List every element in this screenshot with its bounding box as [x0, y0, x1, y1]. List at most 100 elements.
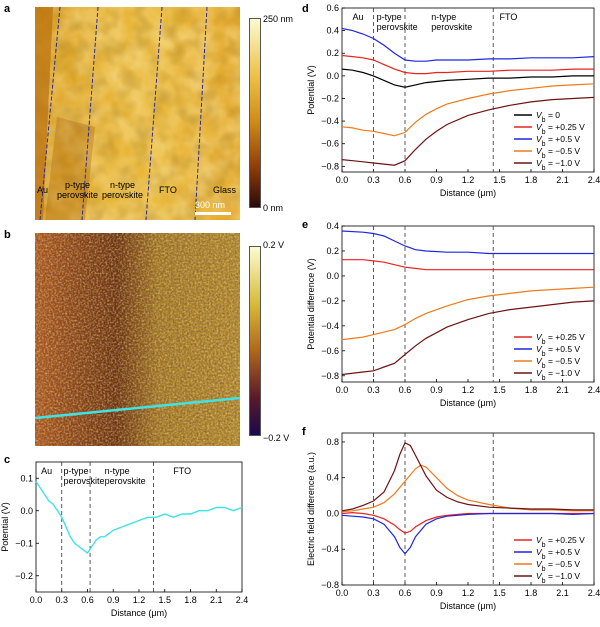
y-tick-label: −0.8 [321, 580, 339, 590]
y-tick-label: −0.2 [321, 296, 339, 306]
panel-letter-d: d [302, 3, 309, 15]
panel-letter-c: c [4, 454, 11, 466]
x-tick-label: 0.9 [107, 595, 120, 605]
x-tick-label: 2.1 [556, 175, 569, 185]
legend-entry: Vb = −0.5 V [536, 356, 580, 370]
y-tick-label: 0.1 [20, 473, 33, 483]
y-tick-label: 0.2 [326, 48, 339, 58]
region-label: FTO [173, 466, 191, 476]
x-tick-label: 1.2 [462, 175, 475, 185]
y-axis-label: Potential (V) [306, 65, 316, 115]
series-line-1 [341, 512, 595, 555]
x-tick-label: 0.3 [367, 588, 380, 598]
y-tick-label: −0.4 [321, 544, 339, 554]
region-label: FTO [500, 12, 518, 22]
series-line-0 [341, 68, 594, 88]
y-tick-label: 0.0 [326, 71, 339, 81]
potential-colorbar [249, 246, 261, 436]
y-tick-label: −0.6 [321, 346, 339, 356]
x-tick-label: 2.1 [210, 595, 223, 605]
x-tick-label: 2.4 [588, 175, 600, 185]
series-line-0 [341, 511, 594, 534]
x-tick-label: 1.2 [462, 385, 475, 395]
panel-letter-a: a [4, 3, 11, 15]
x-tick-label: 1.5 [493, 175, 506, 185]
kpfm-potential-image [35, 233, 240, 446]
x-tick-label: 0.3 [367, 385, 380, 395]
chart-c-root: 0.0 0.3 0.6 0.9 1.2 1.5 1.8 2.1 2.4 0.1 0.0 −0.1 −0.… [0, 461, 249, 618]
region-label: n-type perovskite [431, 12, 472, 32]
x-tick-label: 2.4 [236, 595, 249, 605]
x-tick-label: 0.9 [430, 175, 443, 185]
y-axis-label: Potential difference (V) [306, 258, 316, 349]
x-tick-label: 2.1 [556, 588, 569, 598]
x-axis-label: Distance (μm) [440, 601, 496, 611]
legend-entry: Vb = +0.5 V [536, 344, 580, 358]
x-axis-label: Distance (μm) [440, 188, 496, 198]
series-line-2 [341, 27, 595, 62]
afm-label-n-type: n-type perovskite [102, 180, 144, 200]
x-tick-label: 0.3 [367, 175, 380, 185]
chart-d-root: 0.0 0.3 0.6 0.9 1.2 1.5 1.8 2.1 2.4 0.6 0.4 0.2 0.0 −… [306, 3, 600, 198]
x-tick-label: 2.4 [588, 385, 600, 395]
panel-letter-f: f [302, 426, 306, 438]
chart-e-potential-difference: 0.0 0.3 0.6 0.9 1.2 1.5 1.8 2.1 2.4 0.4 0.2 0.0 −0.2… [306, 221, 600, 408]
x-tick-label: 0.9 [430, 385, 443, 395]
afm-label-p-type: p-type perovskite [57, 180, 99, 200]
x-axis-label: Distance (μm) [440, 398, 496, 408]
region-label: Au [353, 12, 364, 22]
y-tick-label: −0.2 [15, 571, 33, 581]
kpfm-potential-svg [35, 233, 240, 446]
chart-e-root: 0.0 0.3 0.6 0.9 1.2 1.5 1.8 2.1 2.4 0.4 0.2 0.0 −0.2… [306, 221, 600, 408]
legend-entry: Vb = −0.5 V [536, 146, 580, 160]
legend-entry: Vb = +0.5 V [536, 134, 580, 148]
series-line-1 [341, 230, 594, 255]
x-axis-label: Distance (μm) [111, 608, 167, 618]
y-axis-label: Potential (V) [0, 502, 10, 552]
scale-bar [195, 212, 231, 215]
series-line-4 [341, 96, 595, 166]
panel-letter-e: e [302, 219, 309, 231]
y-tick-label: −0.8 [321, 161, 339, 171]
region-label: n-type perovskite [105, 466, 146, 486]
series-line-0 [35, 481, 243, 555]
x-tick-label: 0.0 [336, 588, 349, 598]
afm-label-au: Au [37, 185, 49, 195]
region-label: p-type perovskite [377, 12, 418, 32]
x-tick-label: 0.6 [399, 588, 412, 598]
topography-colorbar-min: 0 nm [263, 203, 284, 213]
legend: Vb = +0.25 VVb = +0.5 VVb = −0.5 VVb = −… [514, 535, 585, 585]
y-tick-label: −0.4 [321, 321, 339, 331]
series-line-2 [341, 464, 594, 513]
afm-topography-image: Au p-type perovskite n-type perovskite F… [35, 7, 240, 220]
y-tick-label: −0.6 [321, 139, 339, 149]
y-tick-label: −0.1 [15, 538, 33, 548]
series-line-1 [341, 54, 594, 75]
y-axis-label: Electric field difference (a.u.) [306, 452, 316, 566]
panel-letter-b: b [4, 229, 11, 241]
topography-colorbar [249, 18, 261, 208]
x-tick-label: 0.6 [399, 385, 412, 395]
y-tick-label: 0.0 [326, 508, 339, 518]
x-tick-label: 0.6 [81, 595, 94, 605]
series-line-3 [341, 441, 594, 512]
series-line-3 [341, 300, 595, 376]
y-tick-label: 0.4 [326, 26, 339, 36]
x-tick-label: 1.2 [462, 588, 475, 598]
y-tick-label: 0.4 [326, 473, 339, 483]
x-tick-label: 1.8 [525, 588, 538, 598]
topography-colorbar-max: 250 nm [263, 14, 294, 24]
y-tick-label: 0.8 [326, 437, 339, 447]
legend-entry: Vb = −1.0 V [536, 158, 580, 172]
potential-colorbar-min: −0.2 V [263, 433, 290, 443]
afm-label-glass: Glass [213, 185, 237, 195]
x-tick-label: 1.5 [493, 588, 506, 598]
legend-entry: Vb = +0.5 V [536, 547, 580, 561]
legend-entry: Vb = +0.25 V [536, 122, 585, 136]
region-label: Au [41, 466, 52, 476]
legend: Vb = 0Vb = +0.25 VVb = +0.5 VVb = −0.5 V… [514, 110, 585, 172]
x-tick-label: 0.6 [399, 175, 412, 185]
x-tick-label: 1.2 [133, 595, 146, 605]
chart-c-line-profile: 0.0 0.3 0.6 0.9 1.2 1.5 1.8 2.1 2.4 0.1 0.0 −0.1 −0.… [0, 461, 249, 618]
line-profile-marker [35, 396, 240, 420]
